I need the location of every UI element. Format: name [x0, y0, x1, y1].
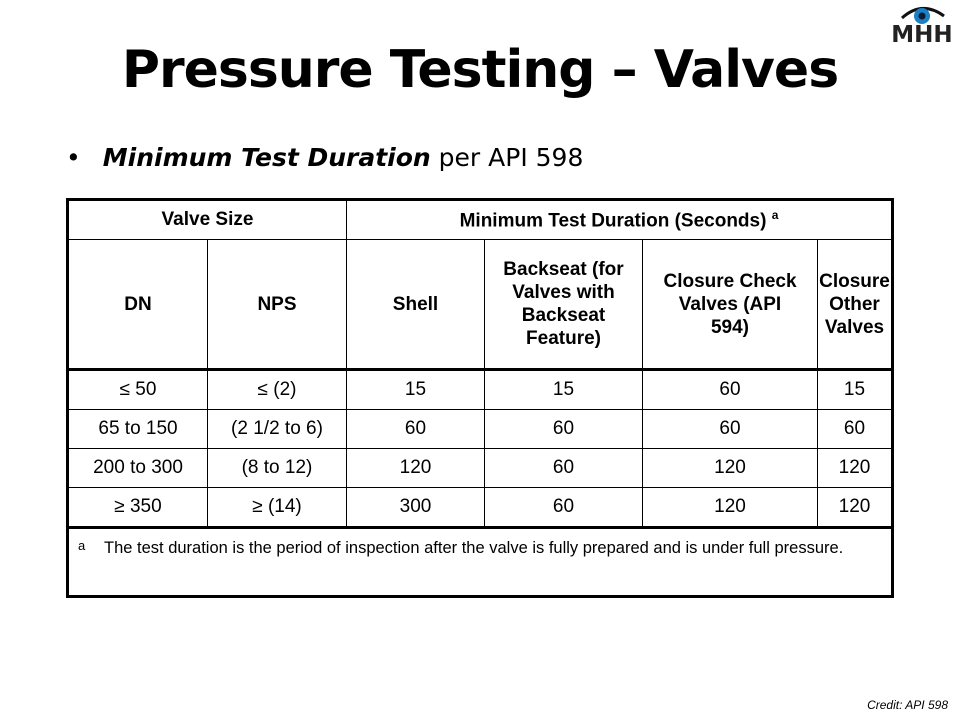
credit-text: Credit: API 598	[867, 698, 948, 712]
table-cell: 120	[817, 487, 893, 529]
table-cell: 60	[484, 448, 643, 488]
table-cell: 15	[346, 369, 485, 410]
table-row: 200 to 300 (8 to 12) 120 60 120 120	[67, 448, 893, 488]
table-cell: ≥ 350	[67, 487, 208, 529]
group-header-valve-size: Valve Size	[67, 199, 347, 240]
bullet-icon: •	[66, 143, 81, 172]
table-cell: 60	[484, 409, 643, 449]
table-cell: 120	[346, 448, 485, 488]
col-dn: DN	[67, 239, 208, 371]
table-row: ≤ 50 ≤ (2) 15 15 60 15	[67, 369, 893, 410]
footnote: a The test duration is the period of insp…	[67, 527, 893, 597]
test-duration-table: Valve Size Minimum Test Duration (Second…	[66, 198, 894, 598]
table-cell: 200 to 300	[67, 448, 208, 488]
slide-title: Pressure Testing – Valves	[121, 40, 839, 100]
table-cell: ≤ 50	[67, 369, 208, 410]
table-cell: (2 1/2 to 6)	[207, 409, 347, 449]
col-closure-other: Closure Other Valves	[817, 239, 893, 371]
col-shell: Shell	[346, 239, 485, 371]
table-cell: 120	[817, 448, 893, 488]
eye-icon	[900, 7, 945, 24]
bullet-item: • Minimum Test Duration per API 598	[66, 143, 583, 172]
bullet-text: per API 598	[430, 143, 584, 172]
table-row: 65 to 150 (2 1/2 to 6) 60 60 60 60	[67, 409, 893, 449]
bullet-emphasis: Minimum Test Duration	[102, 143, 431, 172]
logo-text: MHH	[891, 22, 953, 48]
table-cell: (8 to 12)	[207, 448, 347, 488]
table-cell: 60	[642, 369, 818, 410]
table-row: ≥ 350 ≥ (14) 300 60 120 120	[67, 487, 893, 529]
table-cell: 65 to 150	[67, 409, 208, 449]
table-cell: 15	[817, 369, 893, 410]
col-nps: NPS	[207, 239, 347, 371]
table-cell: 15	[484, 369, 643, 410]
table-cell: 60	[484, 487, 643, 529]
table-cell: 120	[642, 487, 818, 529]
group-header-duration: Minimum Test Duration (Seconds) a	[346, 199, 893, 240]
table-cell: 60	[642, 409, 818, 449]
table-cell: 60	[817, 409, 893, 449]
table-cell: ≤ (2)	[207, 369, 347, 410]
mhh-logo: MHH	[888, 2, 956, 52]
col-backseat: Backseat (for Valves with Backseat Featu…	[484, 239, 643, 371]
table-cell: 60	[346, 409, 485, 449]
col-closure-check: Closure Check Valves (API 594)	[642, 239, 818, 371]
table-cell: ≥ (14)	[207, 487, 347, 529]
table-cell: 120	[642, 448, 818, 488]
table-cell: 300	[346, 487, 485, 529]
